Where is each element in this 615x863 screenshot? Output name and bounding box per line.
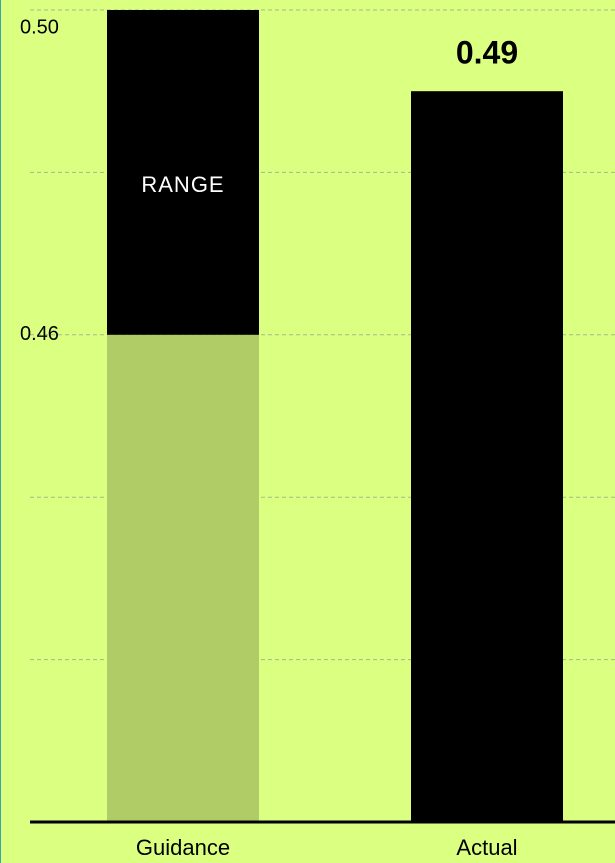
guidance-range xyxy=(107,10,259,335)
y-tick-label: 0.46 xyxy=(20,323,59,345)
y-tick-label: 0.50 xyxy=(20,16,59,38)
range-label: RANGE xyxy=(141,172,224,197)
bar xyxy=(411,91,563,822)
value-label: 0.49 xyxy=(456,35,518,71)
x-tick-label: Actual xyxy=(456,835,517,860)
guidance-below-range xyxy=(107,334,259,822)
x-tick-label: Guidance xyxy=(136,835,230,860)
